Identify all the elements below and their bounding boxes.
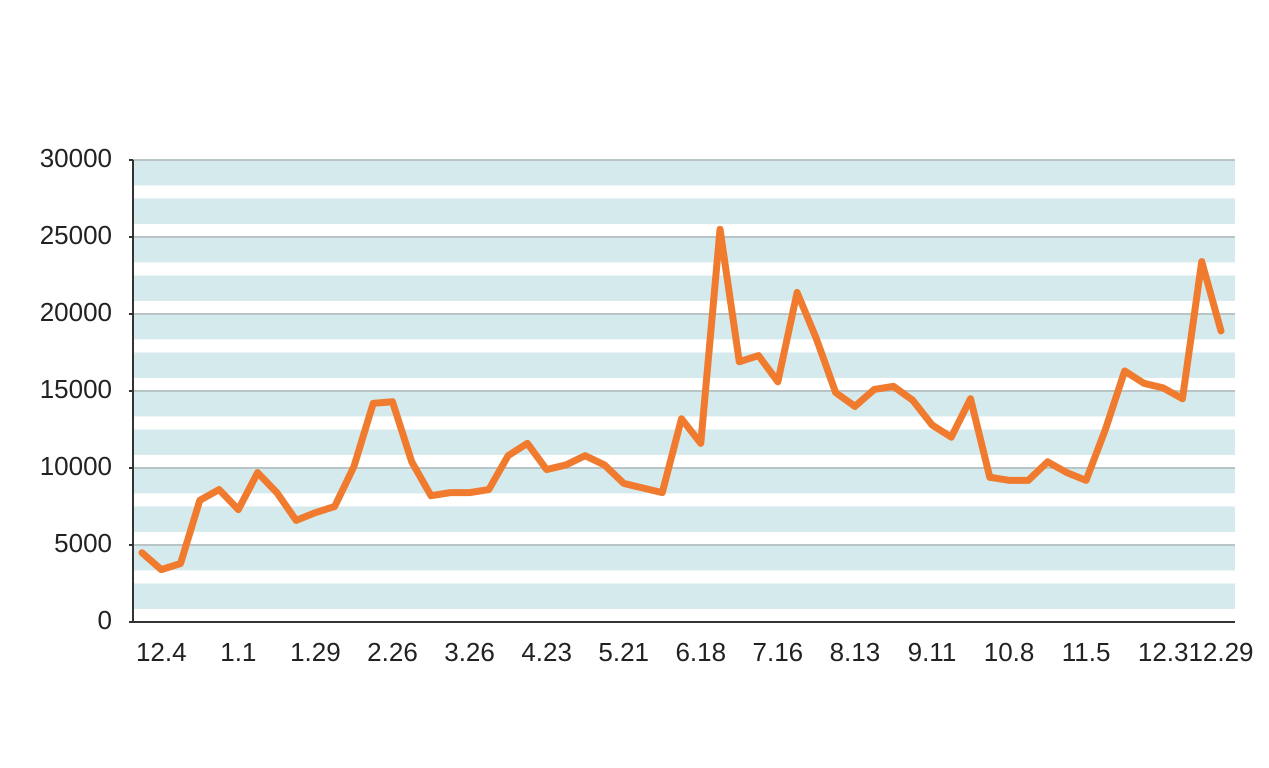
background-stripe [133, 429, 1235, 455]
x-tick-label: 12.29 [1188, 637, 1253, 667]
background-stripe [133, 275, 1235, 301]
x-tick-label: 5.21 [598, 637, 649, 667]
x-tick-label: 11.5 [1062, 637, 1111, 667]
x-tick-label: 4.23 [521, 637, 572, 667]
x-tick-label: 1.29 [290, 637, 341, 667]
y-tick-label: 5000 [54, 528, 112, 558]
y-tick-label: 0 [98, 605, 112, 635]
background-stripe [133, 160, 1235, 186]
y-tick-label: 15000 [40, 374, 112, 404]
x-tick-label: 9.11 [908, 637, 957, 667]
background-stripe [133, 583, 1235, 609]
x-tick-label: 12.3 [1138, 637, 1189, 667]
y-tick-label: 20000 [40, 297, 112, 327]
line [138, 225, 1225, 574]
background-stripe [133, 314, 1235, 340]
background-stripe [133, 545, 1235, 571]
x-tick-label: 8.13 [830, 637, 881, 667]
x-tick-label: 3.26 [444, 637, 495, 667]
background-stripe [133, 352, 1235, 378]
x-tick-label: 6.18 [675, 637, 726, 667]
y-tick-label: 10000 [40, 451, 112, 481]
x-tick-label: 7.16 [753, 637, 804, 667]
background-stripe [133, 237, 1235, 263]
x-tick-label: 12.4 [136, 637, 187, 667]
x-tick-label: 10.8 [984, 637, 1035, 667]
x-tick-label: 1.1 [220, 637, 256, 667]
background-stripe [133, 198, 1235, 224]
background-stripe [133, 391, 1235, 417]
y-tick-label: 30000 [40, 143, 112, 173]
y-tick-label: 25000 [40, 220, 112, 250]
background-stripe [133, 468, 1235, 494]
x-tick-label: 2.26 [367, 637, 418, 667]
